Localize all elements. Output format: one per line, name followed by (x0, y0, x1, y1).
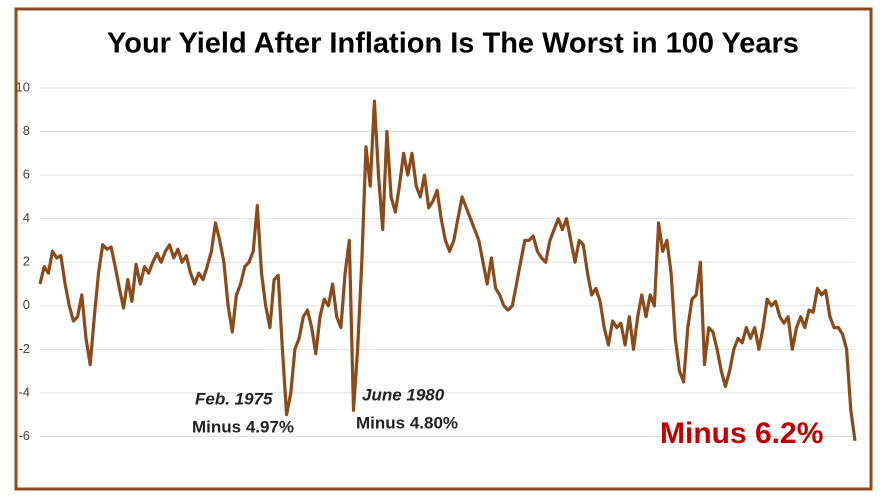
y-tick-label: 0 (23, 297, 30, 312)
y-tick-label: 4 (23, 210, 30, 225)
chart-title: Your Yield After Inflation Is The Worst … (107, 28, 799, 60)
y-tick-label: -6 (18, 428, 30, 443)
data-line (38, 99, 857, 442)
y-tick-label: 8 (23, 123, 30, 138)
annotation: Minus 4.97% (192, 417, 294, 436)
y-tick-label: -2 (18, 341, 30, 356)
y-tick-label: 2 (23, 254, 30, 269)
y-tick-label: 10 (16, 79, 30, 94)
annotation: Minus 4.80% (356, 413, 458, 432)
y-tick-label: 6 (23, 167, 30, 182)
annotation: Minus 6.2% (660, 417, 823, 450)
annotation: June 1980 (362, 385, 445, 404)
y-tick-label: -4 (18, 384, 30, 399)
frame (14, 7, 873, 491)
annotation: Feb. 1975 (195, 389, 273, 408)
